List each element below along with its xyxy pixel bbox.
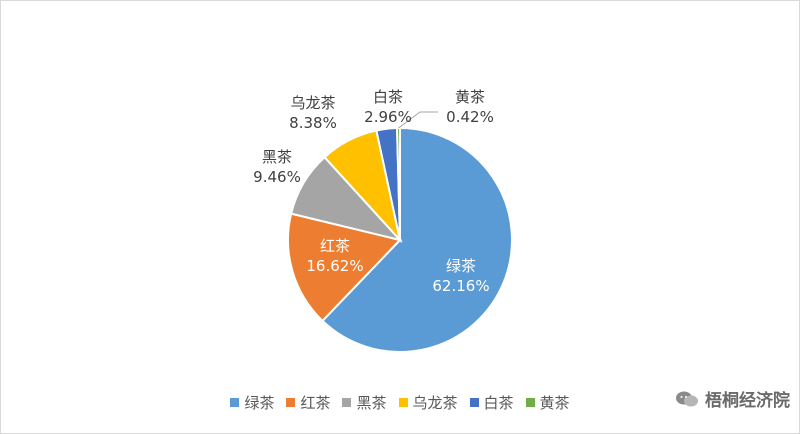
legend-label: 白茶	[483, 394, 514, 412]
data-label-dark-tea-value: 9.46%	[253, 168, 301, 186]
data-label-dark-tea-name: 黑茶	[262, 148, 292, 166]
legend-item-red-tea[interactable]: 红茶	[286, 392, 330, 413]
legend-swatch	[342, 398, 352, 407]
pie-slices	[287, 126, 513, 353]
legend-item-green-tea[interactable]: 绿茶	[230, 392, 274, 413]
data-label-red-tea-value: 16.62%	[306, 257, 363, 275]
watermark: 梧桐经济院	[675, 386, 790, 411]
data-label-yellow-tea-value: 0.42%	[446, 108, 494, 126]
data-label-red-tea-name: 红茶	[320, 237, 350, 255]
legend-swatch	[525, 398, 535, 407]
leader-lines	[398, 111, 438, 129]
legend-label: 乌龙茶	[412, 394, 458, 412]
legend-label: 黑茶	[356, 394, 387, 412]
legend: 绿茶 红茶 黑茶 乌龙茶 白茶 黄茶	[0, 392, 800, 413]
watermark-text: 梧桐经济院	[705, 391, 790, 411]
legend-label: 红茶	[300, 394, 331, 412]
slice-green-tea	[321, 126, 513, 353]
data-label-white-tea-value: 2.96%	[364, 108, 412, 126]
legend-item-oolong[interactable]: 乌龙茶	[398, 392, 458, 413]
data-label-green-tea-value: 62.16%	[432, 277, 489, 295]
legend-swatch	[230, 398, 240, 407]
legend-swatch	[286, 398, 296, 407]
legend-item-yellow-tea[interactable]: 黄茶	[525, 392, 570, 413]
data-label-oolong-value: 8.38%	[289, 114, 337, 132]
legend-swatch	[469, 398, 479, 407]
legend-item-dark-tea[interactable]: 黑茶	[342, 392, 387, 413]
data-label-green-tea-name: 绿茶	[446, 257, 476, 275]
legend-label: 绿茶	[244, 394, 275, 412]
legend-swatch	[398, 398, 408, 407]
slice-red-tea	[287, 212, 402, 323]
legend-item-white-tea[interactable]: 白茶	[469, 392, 514, 413]
data-label-yellow-tea-name: 黄茶	[455, 88, 485, 106]
data-label-white-tea-name: 白茶	[373, 88, 403, 106]
data-label-oolong-name: 乌龙茶	[290, 94, 335, 112]
legend-label: 黄茶	[539, 394, 570, 412]
leader-line-yellow-tea	[398, 111, 438, 129]
data-labels: 绿茶 62.16% 红茶 16.62% 黑茶 9.46% 乌龙茶 8.38% 白…	[253, 88, 494, 295]
wechat-icon	[676, 391, 698, 406]
